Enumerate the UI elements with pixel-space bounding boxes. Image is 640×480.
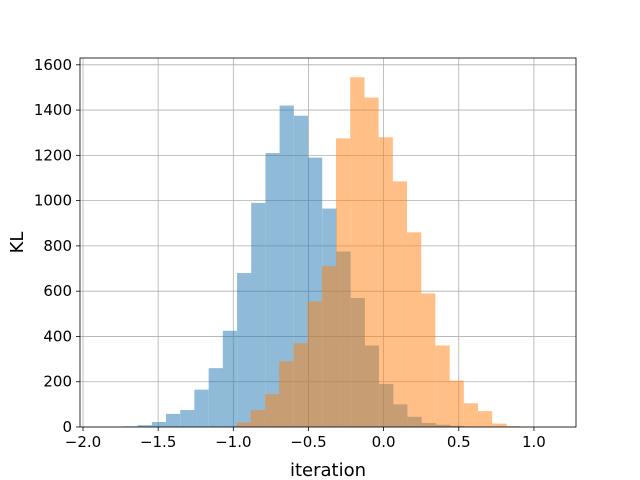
x-tick-label: 0.5 bbox=[447, 433, 471, 451]
histogram-bar bbox=[378, 137, 393, 427]
histogram-bar bbox=[364, 97, 379, 427]
histogram-bar bbox=[151, 422, 167, 427]
histogram-bar bbox=[137, 425, 152, 427]
y-tick-label: 400 bbox=[43, 327, 72, 345]
x-tick-label: −1.0 bbox=[215, 433, 251, 451]
histogram-bars bbox=[123, 77, 521, 428]
histogram-bar bbox=[506, 426, 521, 427]
histogram-bar bbox=[478, 411, 493, 427]
histogram-bar bbox=[293, 343, 308, 427]
histogram-bar bbox=[194, 389, 209, 427]
histogram-bar bbox=[279, 361, 294, 427]
y-tick-label: 1400 bbox=[34, 101, 72, 119]
plot-frame bbox=[79, 57, 577, 428]
x-axis-label: iteration bbox=[290, 460, 366, 480]
x-tick-label: 0.0 bbox=[372, 433, 396, 451]
histogram-bar bbox=[180, 410, 195, 427]
histogram-bar bbox=[321, 266, 337, 427]
y-tick-label: 800 bbox=[43, 237, 72, 255]
axis-ticks: −2.0 −1.5 −1.0 −0.5 0.0 0.5 1.0 0 200 400 600 800 10… bbox=[34, 56, 546, 451]
histogram-bar bbox=[237, 273, 252, 427]
histogram-bar bbox=[335, 138, 351, 427]
y-tick-label: 200 bbox=[43, 373, 72, 391]
histogram-series-2 bbox=[236, 77, 521, 427]
histogram-bar bbox=[279, 105, 294, 427]
histogram-bar bbox=[265, 394, 280, 427]
y-axis-label: KL bbox=[7, 232, 28, 254]
x-tick-label: −1.5 bbox=[140, 433, 176, 451]
histogram-bar bbox=[392, 181, 407, 427]
histogram-bar bbox=[222, 330, 237, 427]
y-tick-label: 1200 bbox=[34, 146, 72, 164]
x-tick-label: −0.5 bbox=[290, 433, 326, 451]
histogram-bar bbox=[236, 422, 251, 427]
y-tick-label: 0 bbox=[62, 418, 72, 436]
x-tick-label: −2.0 bbox=[65, 433, 101, 451]
histogram-bar bbox=[165, 413, 181, 427]
histogram-bar bbox=[449, 380, 464, 427]
histogram-bar bbox=[251, 202, 266, 427]
x-tick-label: 1.0 bbox=[522, 433, 546, 451]
histogram-bar bbox=[208, 368, 223, 427]
y-tick-label: 1600 bbox=[34, 56, 72, 74]
histogram-bar bbox=[407, 232, 422, 427]
histogram-bar bbox=[421, 293, 436, 427]
y-tick-label: 600 bbox=[43, 282, 72, 300]
histogram-bar bbox=[307, 301, 322, 427]
histogram-bar bbox=[250, 410, 265, 427]
histogram-bar bbox=[265, 153, 280, 427]
histogram-bar bbox=[350, 77, 365, 427]
y-tick-label: 1000 bbox=[34, 192, 72, 210]
histogram-bar bbox=[463, 403, 479, 427]
histogram-bar bbox=[435, 345, 450, 427]
histogram-bar bbox=[492, 423, 507, 427]
